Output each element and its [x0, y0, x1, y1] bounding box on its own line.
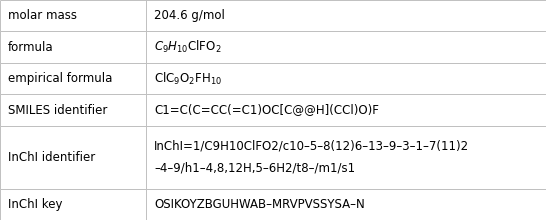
Text: InChI key: InChI key — [8, 198, 62, 211]
Text: InChI identifier: InChI identifier — [8, 151, 95, 164]
Text: 204.6 g/mol: 204.6 g/mol — [155, 9, 225, 22]
Text: $\mathregular{ClC}_9\mathregular{O}_2\mathregular{FH}_{10}$: $\mathregular{ClC}_9\mathregular{O}_2\ma… — [155, 71, 222, 87]
Text: C1=C(C=CC(=C1)OC[C@@H](CCl)O)F: C1=C(C=CC(=C1)OC[C@@H](CCl)O)F — [155, 103, 379, 117]
Text: empirical formula: empirical formula — [8, 72, 112, 85]
Text: formula: formula — [8, 41, 54, 54]
Text: –4–9/h1–4,8,12H,5–6H2/t8–/m1/s1: –4–9/h1–4,8,12H,5–6H2/t8–/m1/s1 — [155, 162, 355, 175]
Text: SMILES identifier: SMILES identifier — [8, 103, 108, 117]
Text: InChI=1/C9H10ClFO2/c10–5–8(12)6–13–9–3–1–7(11)2: InChI=1/C9H10ClFO2/c10–5–8(12)6–13–9–3–1… — [155, 139, 470, 152]
Text: $C_9H_{10}\mathregular{ClFO}_2$: $C_9H_{10}\mathregular{ClFO}_2$ — [155, 39, 222, 55]
Text: molar mass: molar mass — [8, 9, 77, 22]
Text: OSIKOYZBGUHWAB–MRVPVSSYSA–N: OSIKOYZBGUHWAB–MRVPVSSYSA–N — [155, 198, 365, 211]
